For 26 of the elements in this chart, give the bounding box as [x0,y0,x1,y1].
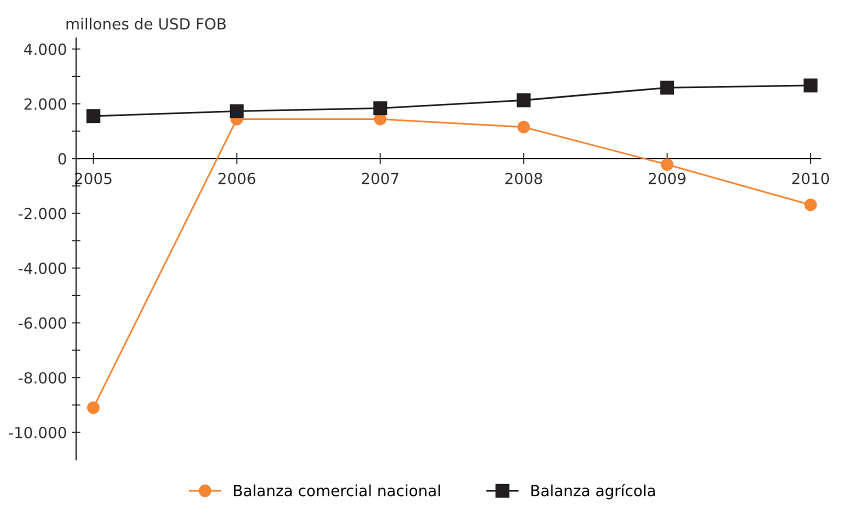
point [516,93,531,108]
legend-label: Balanza agrícola [531,484,655,500]
point [517,120,530,134]
x-tick-label: 2007 [362,172,398,184]
point [373,101,388,116]
y-tick-label: 2.000 [24,98,66,110]
legend-label: Balanza comercial nacional [234,484,440,496]
point [660,80,674,95]
y-tick-label: -4.000 [18,262,66,274]
point [86,109,100,124]
point [804,78,818,92]
x-tick-label: 2006 [218,172,256,184]
y-tick-label: -6.000 [18,317,66,329]
point [804,198,817,212]
x-tick-label: 2008 [505,172,542,184]
y-tick-label: -8.000 [18,372,66,384]
point [230,104,244,118]
y-axis-title: millones de USD FOB [66,18,226,30]
y-tick-label: 4.000 [24,44,66,56]
y-tick-label: -10.000 [8,426,66,438]
point [87,401,100,414]
y-tick-label: -2.000 [18,208,66,220]
y-tick-label: 0 [58,153,66,165]
point [660,158,674,171]
x-tick-label: 2009 [648,172,686,184]
x-tick-label: 2010 [792,172,830,184]
